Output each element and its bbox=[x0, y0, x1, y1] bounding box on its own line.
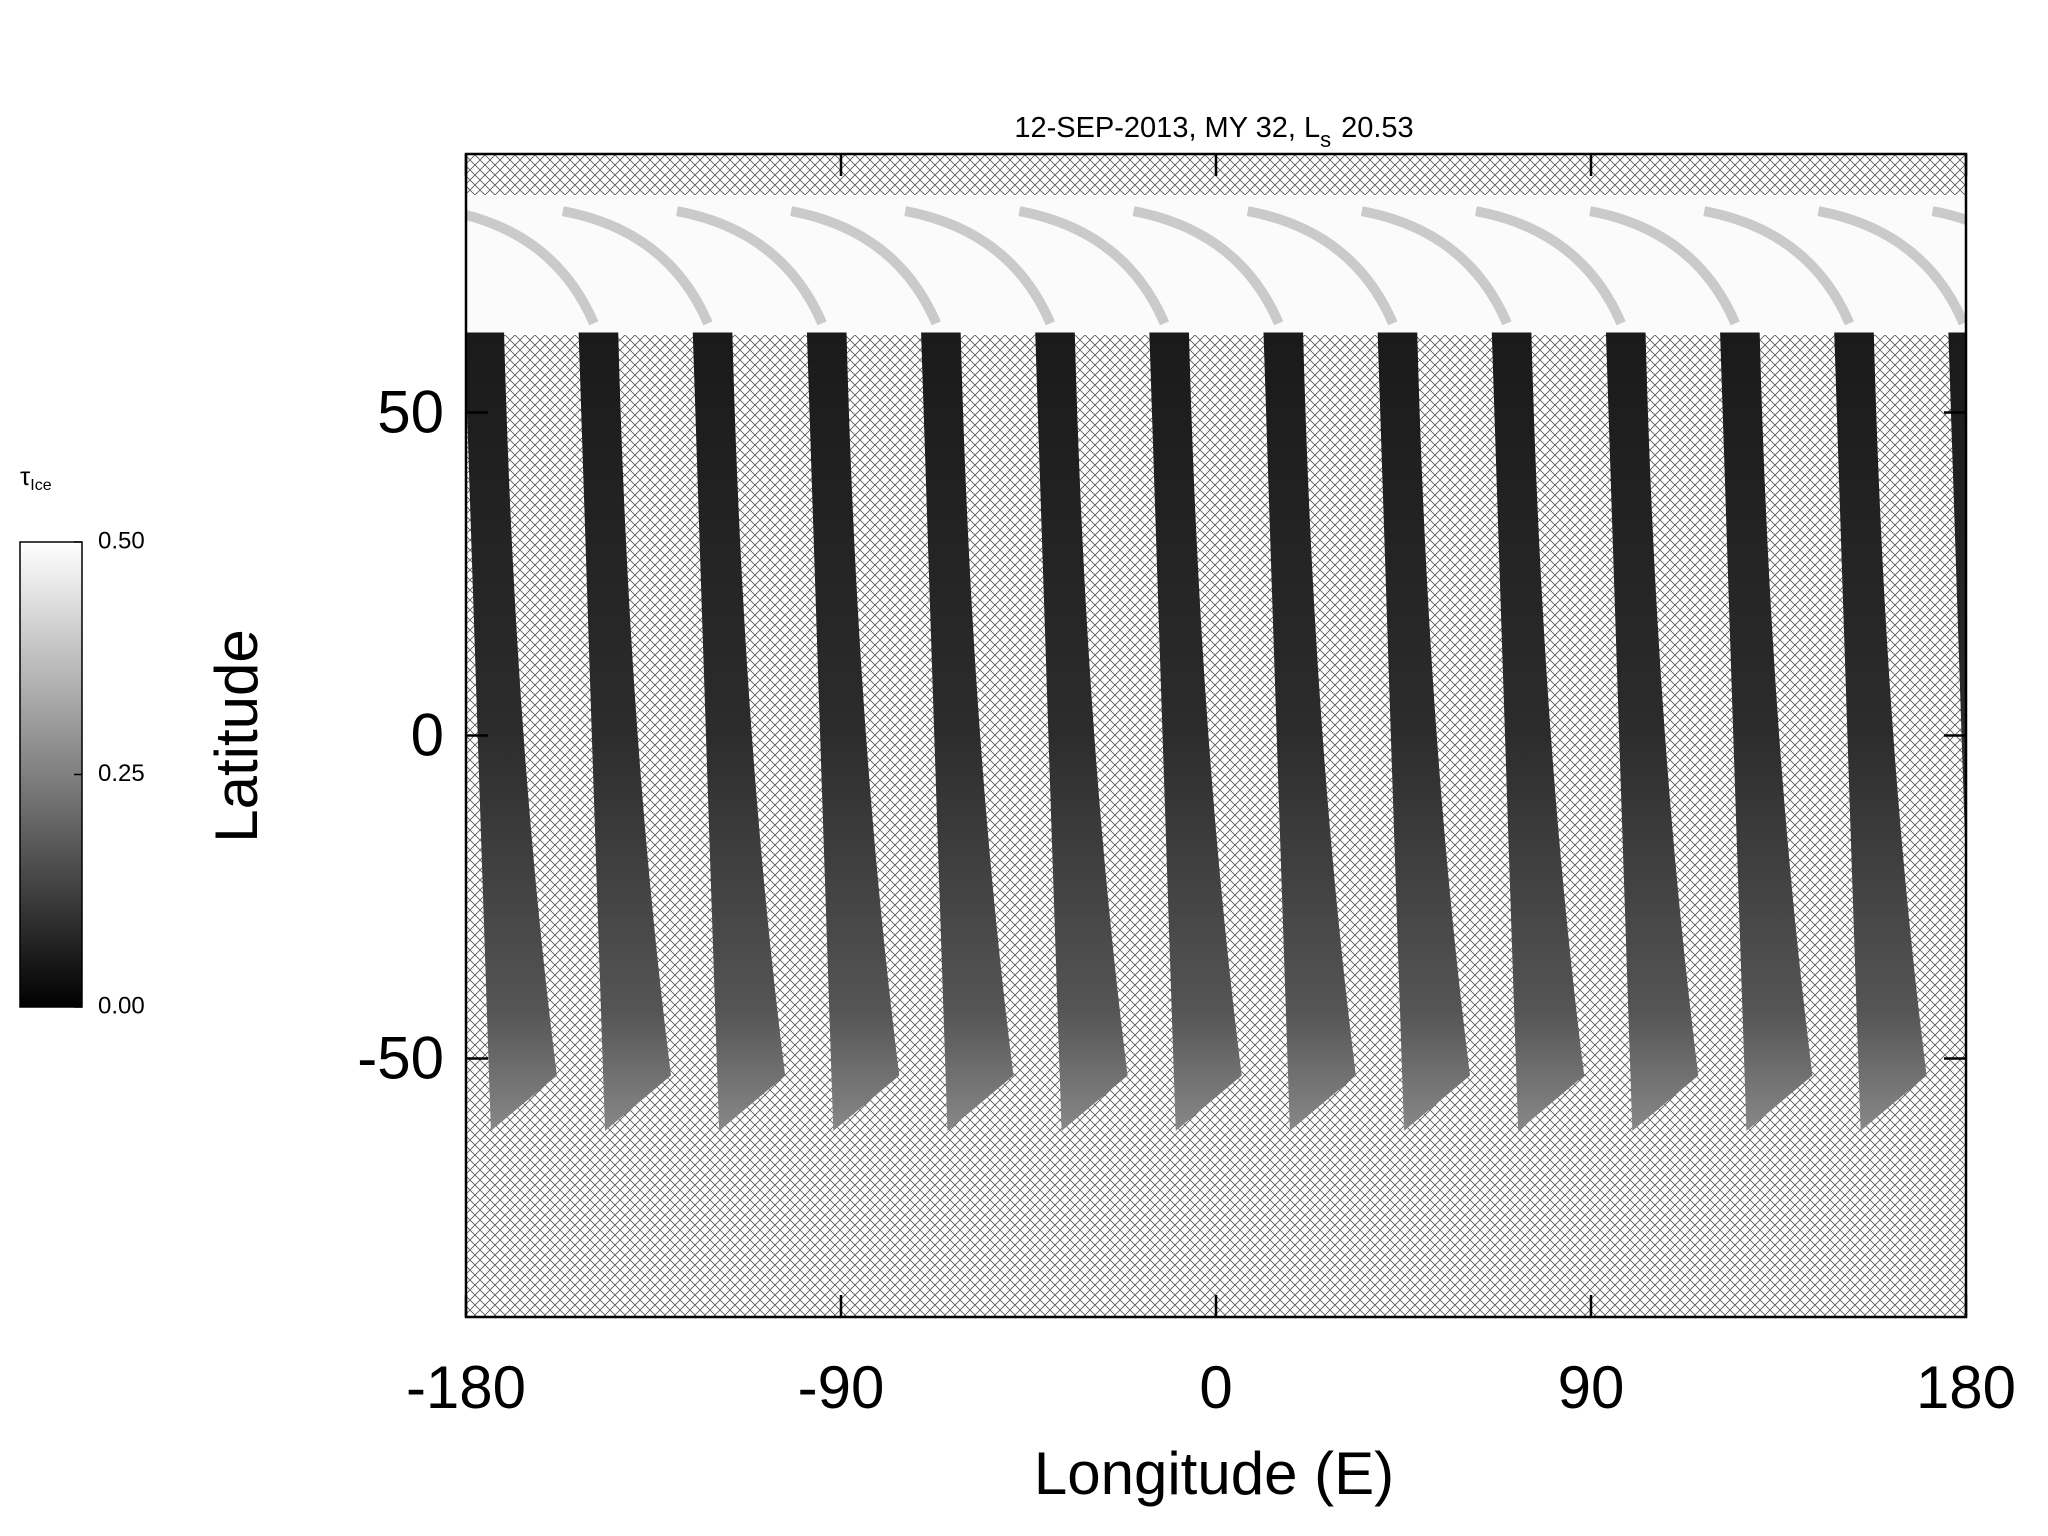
swath bbox=[921, 332, 1014, 1131]
polar-swath bbox=[676, 206, 827, 326]
x-axis-label: Longitude (E) bbox=[1034, 1440, 1394, 1507]
polar-swath bbox=[1703, 206, 1854, 326]
swath bbox=[578, 332, 672, 1131]
polar-swath bbox=[1589, 206, 1740, 326]
y-tick-label: -50 bbox=[357, 1024, 444, 1091]
chart-title: 12-SEP-2013, MY 32, Ls 20.53 bbox=[1014, 112, 1413, 152]
polar-swath bbox=[1931, 206, 1966, 226]
colorbar-tick-label: 0.50 bbox=[98, 527, 145, 554]
polar-swath bbox=[904, 206, 1055, 326]
x-tick-label: -90 bbox=[798, 1354, 885, 1421]
colorbar-tick-label: 0.00 bbox=[98, 992, 145, 1019]
polar-swath bbox=[1018, 206, 1170, 326]
polar-swath bbox=[1817, 206, 1966, 326]
x-tick-label: 90 bbox=[1558, 1354, 1625, 1421]
polar-swath bbox=[466, 209, 599, 326]
y-tick-label: 0 bbox=[411, 701, 444, 768]
swath bbox=[1605, 332, 1699, 1131]
y-axis-label: Latitude bbox=[203, 629, 270, 843]
swath bbox=[1720, 332, 1813, 1131]
colorbar-label: τIce bbox=[20, 461, 52, 494]
polar-swath bbox=[561, 206, 713, 326]
colorbar bbox=[19, 541, 83, 1008]
colorbar-tick-label: 0.25 bbox=[98, 760, 145, 787]
swath bbox=[1377, 332, 1471, 1131]
swath bbox=[806, 332, 900, 1131]
x-tick-label: 0 bbox=[1199, 1354, 1232, 1421]
swath bbox=[1149, 332, 1242, 1131]
polar-swath bbox=[790, 206, 941, 326]
swath bbox=[1491, 332, 1585, 1131]
map-image bbox=[466, 154, 1966, 1317]
polar-swath bbox=[1132, 206, 1284, 326]
swath bbox=[1035, 332, 1128, 1131]
swath bbox=[1834, 332, 1927, 1131]
swath bbox=[466, 332, 557, 1131]
polar-swath bbox=[1360, 206, 1512, 326]
y-tick-label: 50 bbox=[377, 378, 444, 445]
swath bbox=[1263, 332, 1356, 1131]
swath bbox=[692, 332, 786, 1131]
polar-swath bbox=[1475, 206, 1626, 326]
x-tick-label: 180 bbox=[1916, 1354, 2016, 1421]
polar-swath bbox=[1246, 206, 1398, 326]
x-tick-label: -180 bbox=[406, 1354, 526, 1421]
